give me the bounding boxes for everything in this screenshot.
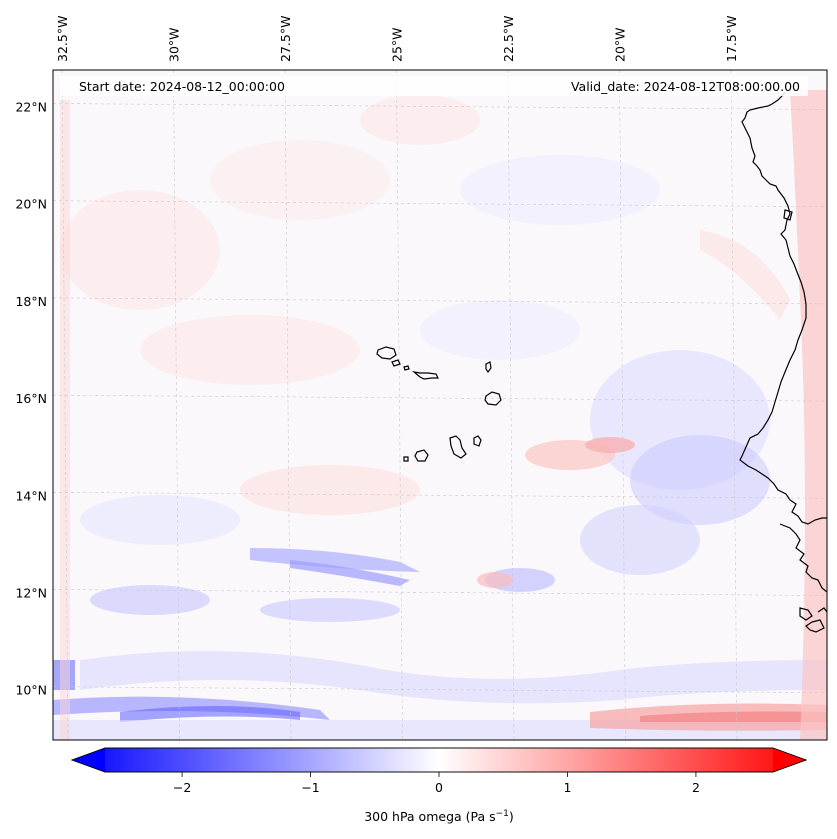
island-boa-vista bbox=[484, 391, 502, 406]
gridline-lon-2 bbox=[284, 70, 292, 740]
colorbar-tick-label: −2 bbox=[173, 780, 191, 795]
island-santa-luzia bbox=[403, 365, 410, 371]
gridline-lon-4 bbox=[507, 70, 515, 740]
lat-tick-label: 16°N bbox=[15, 391, 47, 406]
west-africa-coastline bbox=[739, 91, 827, 525]
colorbar-label: 300 hPa omega (Pa s−1) bbox=[364, 809, 514, 824]
colorbar: −2 −1 0 1 2 300 hPa omega (Pa s−1) bbox=[70, 747, 808, 824]
gridline-lon-0 bbox=[61, 70, 69, 740]
lon-tick-label: 32.5°W bbox=[55, 16, 70, 62]
lat-tick-label: 22°N bbox=[15, 100, 47, 115]
lat-tick-label: 10°N bbox=[15, 683, 47, 698]
gridline-lon-5 bbox=[619, 70, 626, 740]
longitude-tick-labels: 32.5°W 30°W 27.5°W 25°W 22.5°W 20°W 17.5°W bbox=[55, 16, 739, 62]
lon-tick-label: 25°W bbox=[390, 27, 405, 62]
lat-tick-label: 14°N bbox=[15, 488, 47, 503]
island-brava bbox=[403, 456, 409, 462]
start-date-label: Start date: 2024-08-12_00:00:00 bbox=[79, 79, 285, 94]
island-sao-nicolau bbox=[411, 371, 439, 380]
header-band bbox=[60, 76, 808, 96]
gridline-lon-6 bbox=[730, 70, 738, 740]
lat-tick-label: 20°N bbox=[15, 197, 47, 212]
lon-tick-label: 17.5°W bbox=[724, 16, 739, 62]
colorbar-body bbox=[70, 747, 808, 773]
island-sal bbox=[485, 361, 492, 374]
island-fogo bbox=[414, 449, 429, 462]
gridlines bbox=[53, 70, 827, 740]
latitude-tick-labels: 22°N 20°N 18°N 16°N 14°N 12°N 10°N bbox=[15, 100, 47, 698]
colorbar-tick-label: −1 bbox=[301, 780, 319, 795]
gridline-lon-3 bbox=[396, 70, 403, 740]
lon-tick-label: 30°W bbox=[167, 27, 182, 62]
colorbar-extend-high bbox=[773, 748, 806, 772]
lat-tick-label: 12°N bbox=[15, 586, 47, 601]
valid-date-label: Valid_date: 2024-08-12T08:00:00.00 bbox=[571, 79, 800, 94]
gridline-lon-1 bbox=[173, 70, 180, 740]
colorbar-ticks: −2 −1 0 1 2 bbox=[173, 772, 700, 795]
colorbar-tick-label: 2 bbox=[692, 780, 700, 795]
lon-tick-label: 20°W bbox=[613, 27, 628, 62]
lon-tick-label: 27.5°W bbox=[278, 16, 293, 62]
island-santo-antao bbox=[376, 346, 397, 360]
lat-tick-label: 18°N bbox=[15, 294, 47, 309]
map-panel: Start date: 2024-08-12_00:00:00 Valid_da… bbox=[52, 69, 828, 741]
colorbar-tick-label: 1 bbox=[563, 780, 571, 795]
colorbar-tick-label: 0 bbox=[435, 780, 443, 795]
coastlines bbox=[376, 91, 827, 633]
island-santiago bbox=[449, 435, 467, 459]
colorbar-extend-low bbox=[72, 748, 105, 772]
lon-tick-label: 22.5°W bbox=[501, 16, 516, 62]
map-frame bbox=[52, 69, 828, 741]
island-maio bbox=[473, 435, 482, 447]
omega-field bbox=[53, 70, 827, 740]
island-sao-vicente bbox=[391, 359, 401, 367]
